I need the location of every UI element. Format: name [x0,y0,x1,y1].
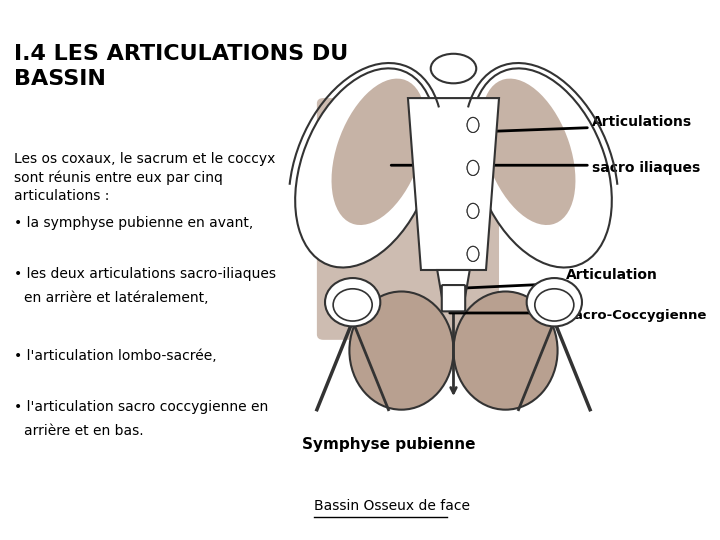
Ellipse shape [349,292,454,410]
Text: • la symphyse pubienne en avant,: • la symphyse pubienne en avant, [14,217,253,230]
Ellipse shape [295,69,436,267]
Text: I.4 LES ARTICULATIONS DU
BASSIN: I.4 LES ARTICULATIONS DU BASSIN [14,44,348,89]
Polygon shape [408,98,499,270]
Circle shape [333,289,372,321]
Ellipse shape [331,79,426,225]
Ellipse shape [481,79,575,225]
Ellipse shape [454,292,557,410]
Ellipse shape [467,204,479,218]
Ellipse shape [467,160,479,176]
Circle shape [535,289,574,321]
Text: sacro iliaques: sacro iliaques [592,161,701,175]
Text: Les os coxaux, le sacrum et le coccyx
sont réunis entre eux par cinq
articulatio: Les os coxaux, le sacrum et le coccyx so… [14,152,276,204]
Ellipse shape [467,204,479,218]
Text: • l'articulation sacro coccygienne en: • l'articulation sacro coccygienne en [14,400,269,414]
Polygon shape [437,270,469,308]
Text: arrière et en bas.: arrière et en bas. [24,424,144,438]
Ellipse shape [431,54,476,83]
Text: • les deux articulations sacro-iliaques: • les deux articulations sacro-iliaques [14,267,276,281]
Ellipse shape [467,117,479,132]
Ellipse shape [467,160,479,176]
Ellipse shape [467,246,479,261]
Text: en arrière et latéralement,: en arrière et latéralement, [24,292,209,306]
Text: • l'articulation lombo-sacrée,: • l'articulation lombo-sacrée, [14,349,217,363]
Text: Symphyse pubienne: Symphyse pubienne [302,437,475,452]
Text: Articulation: Articulation [566,268,658,282]
Text: sacro-Coccygienne: sacro-Coccygienne [566,309,706,322]
Ellipse shape [526,278,582,326]
Ellipse shape [471,69,612,267]
Ellipse shape [467,117,479,132]
FancyBboxPatch shape [317,98,499,340]
Ellipse shape [467,246,479,261]
FancyBboxPatch shape [442,285,465,312]
Text: Bassin Osseux de face: Bassin Osseux de face [314,499,469,513]
Ellipse shape [325,278,380,326]
Text: Articulations: Articulations [592,115,692,129]
